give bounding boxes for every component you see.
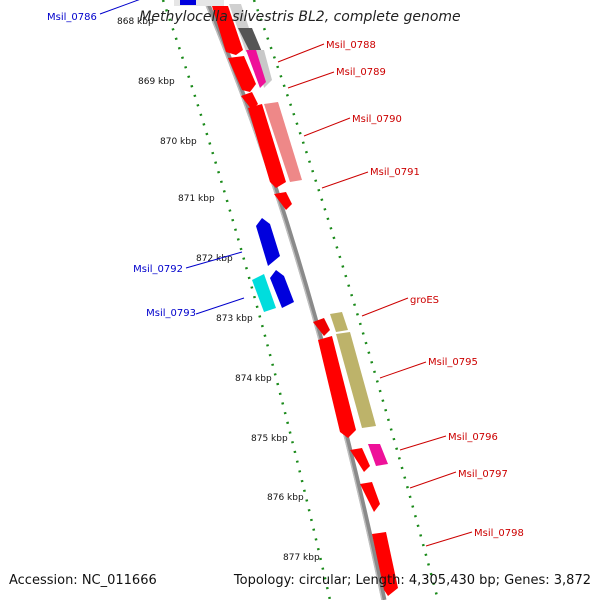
gene-label-msil-0793[interactable]: Msil_0793: [146, 308, 196, 319]
gene-msil-0789-pink: [246, 50, 266, 88]
tick-labels: 868 kbp 869 kbp 870 kbp 871 kbp 872 kbp 873 k…: [117, 17, 320, 563]
gene-label-msil-0796[interactable]: Msil_0796: [448, 432, 498, 443]
genome-backbone: [203, 0, 387, 600]
gene-groes: [313, 318, 330, 336]
gene-labels: Msil_0786 Msil_0788 Msil_0789 Msil_0790 Msil…: [47, 12, 524, 539]
tick-label: 868 kbp: [117, 17, 154, 27]
gene-msil-0792: [256, 218, 280, 266]
forward-tick-track: [252, 0, 440, 600]
gene-groes-olive: [330, 312, 348, 332]
gene-label-msil-0791[interactable]: Msil_0791: [370, 167, 420, 178]
gene-msil-0795-olive: [336, 332, 376, 428]
genome-title: Methylocella silvestris BL2, complete ge…: [139, 9, 461, 25]
gene-msil-0795: [318, 336, 356, 438]
gene-msil-0791: [274, 192, 292, 210]
summary-text: Topology: circular; Length: 4,305,430 bp…: [233, 573, 591, 588]
tick-label: 874 kbp: [235, 374, 272, 384]
top-fragment: [174, 0, 224, 6]
gene-msil-0788b: [256, 50, 272, 88]
tick-label: 876 kbp: [267, 493, 304, 503]
gene-msil-0793: [270, 270, 294, 308]
reverse-genes: [252, 218, 294, 312]
gene-msil-0790a: [241, 92, 258, 110]
tick-label: 872 kbp: [196, 254, 233, 264]
gene-msil-0790-salmon: [264, 102, 302, 182]
gene-msil-0796: [350, 448, 370, 472]
genome-backbone-highlight: [203, 0, 383, 600]
gene-msil-0790: [248, 104, 286, 188]
tick-label: 875 kbp: [251, 434, 288, 444]
gene-msil-0797: [360, 482, 380, 512]
tick-label: 877 kbp: [283, 553, 320, 563]
label-leaders: [99, 0, 473, 547]
gene-msil-0789: [228, 56, 256, 92]
gene-label-groes[interactable]: groES: [410, 295, 439, 306]
gene-msil-0793-cyan: [252, 274, 276, 312]
tick-label: 873 kbp: [216, 314, 253, 324]
tick-label: 869 kbp: [138, 77, 175, 87]
gene-label-msil-0789[interactable]: Msil_0789: [336, 67, 386, 78]
gene-label-msil-0790[interactable]: Msil_0790: [352, 114, 402, 125]
gene-label-msil-0792[interactable]: Msil_0792: [133, 264, 183, 275]
gene-label-msil-0786[interactable]: Msil_0786: [47, 12, 97, 23]
gene-label-msil-0788[interactable]: Msil_0788: [326, 40, 376, 51]
gene-msil-0796-pink: [368, 444, 388, 466]
gene-msil-0786-fragment: [180, 0, 196, 5]
tick-label: 870 kbp: [160, 137, 197, 147]
tick-label: 871 kbp: [178, 194, 215, 204]
gene-msil-0787: [212, 6, 243, 55]
gene-label-msil-0798[interactable]: Msil_0798: [474, 528, 524, 539]
accession-text: Accession: NC_011666: [9, 573, 157, 588]
gene-msil-0798: [372, 532, 398, 596]
gene-label-msil-0797[interactable]: Msil_0797: [458, 469, 508, 480]
gene-label-msil-0795[interactable]: Msil_0795: [428, 357, 478, 368]
gene-msil-0788: [238, 28, 262, 52]
forward-genes: [212, 4, 398, 596]
